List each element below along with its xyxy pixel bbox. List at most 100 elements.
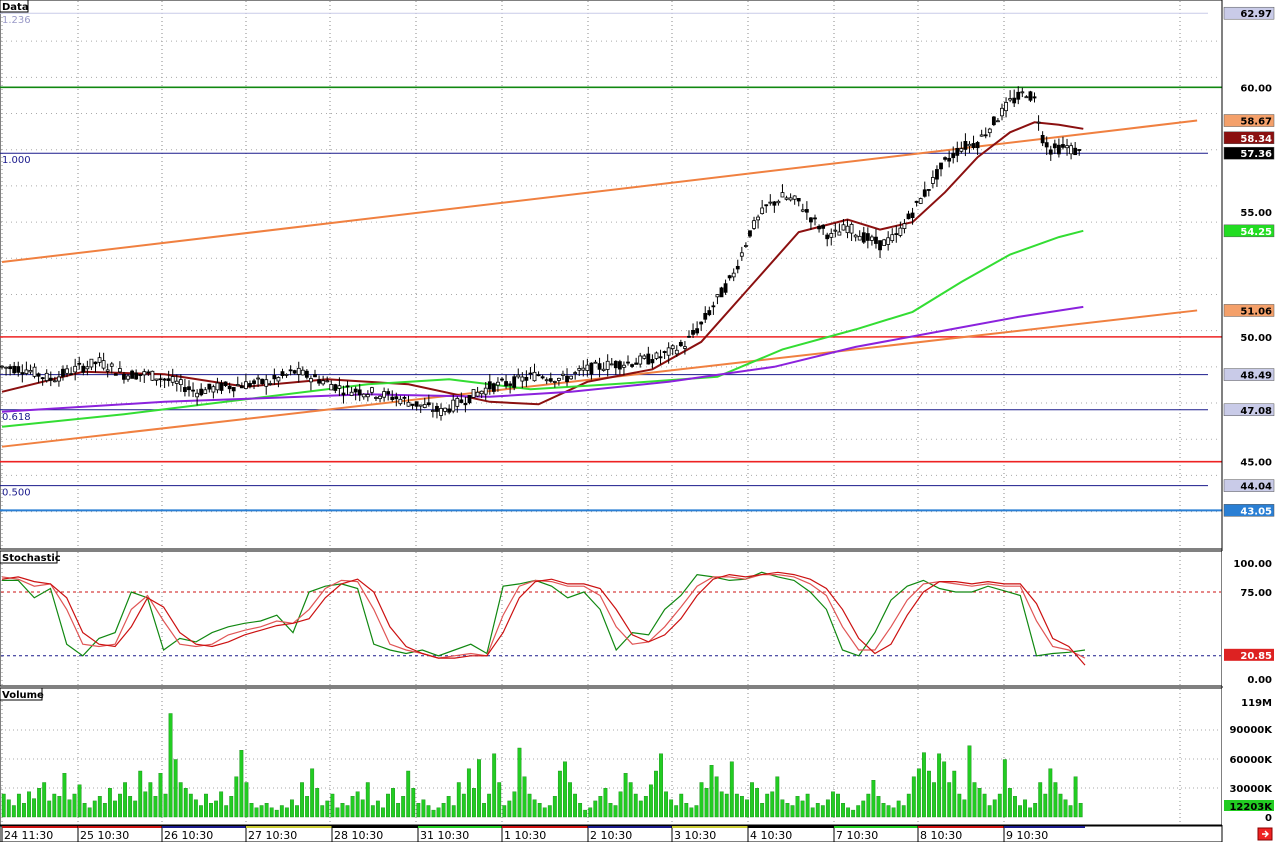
candle [565,368,569,387]
candle [260,378,265,386]
volume-bar [350,796,355,818]
candle [138,374,143,382]
date-axis[interactable]: 24 11:30 25 10:30 26 10:30 27 10:30 28 10:30… [0,825,1223,842]
volume-bar [123,782,128,818]
candle [235,376,240,387]
candle [390,390,395,402]
volume-bar [800,800,805,818]
candle [882,238,887,246]
candle [142,368,147,383]
candle [658,349,663,365]
volume-bar [188,793,193,818]
candle [36,372,41,383]
stochastic-pane-title-text: Stochastic [2,553,61,564]
candle [44,369,49,383]
candle [12,361,17,375]
volume-bar [937,753,942,818]
volume-bar [699,782,704,818]
volume-bar [982,793,987,818]
candle [691,323,695,338]
volume-bar [952,770,957,818]
candle [975,140,980,155]
volume-bar [568,782,572,818]
volume-bar [487,793,492,818]
volume-bar [765,793,770,818]
volume-bar [461,793,466,818]
volume-bar [563,761,567,818]
volume-bar [962,799,967,818]
candle [272,368,277,385]
candle [601,362,606,372]
volume-bar [825,799,830,818]
candle [638,352,643,368]
candle [85,360,90,376]
candle [309,375,313,391]
candle [870,234,874,246]
candle [626,355,630,366]
volume-bar [547,805,552,818]
stochastic-pane[interactable]: Stochastic [0,550,1223,687]
scroll-corner-icon[interactable] [1257,827,1273,841]
candle [739,246,744,261]
stochastic-series-0 [2,571,1086,657]
volume-bar [143,791,148,818]
candle [971,135,976,150]
volume-bar [906,793,911,818]
stochastic-axis[interactable]: 100.00 75.00 20.85 0.00 [1222,551,1276,686]
candle [195,389,200,406]
volume-pane-frame [0,687,1223,826]
candle [463,396,468,413]
candle [418,404,423,414]
candle [382,387,387,402]
candle [678,339,683,348]
volume-bar [704,788,709,818]
candle [231,386,236,398]
trendline-0 [1,119,1198,264]
candle [191,382,195,398]
volume-bar [325,800,330,818]
volume-bar [431,809,436,818]
svg-text:0.00: 0.00 [1247,675,1272,686]
candle [459,392,464,404]
candle [557,377,561,386]
candle [666,342,671,364]
candle [93,361,98,373]
volume-bar [57,796,62,818]
volume-bar [841,803,845,818]
candle [370,386,374,396]
svg-text:51.06: 51.06 [1240,306,1272,317]
volume-bar [810,807,815,818]
candle [849,222,854,242]
volume-bar [876,796,881,818]
candle [357,383,362,402]
volume-bar [32,798,36,818]
candle [723,279,728,295]
candle [284,373,289,378]
candle [187,380,191,397]
candle [996,118,1000,123]
volume-bar [279,805,284,818]
volume-pane[interactable]: Volume [0,687,1223,826]
volume-axis-label-90000K: 90000K [1224,723,1274,736]
volume-pane-title: Volume [0,687,44,701]
volume-bar [643,796,648,818]
volume-bar [1013,796,1017,818]
volume-axis-label-0: 0 [1224,811,1274,824]
volume-bar [365,782,370,818]
candle [622,361,626,376]
volume-bar [618,791,623,818]
volume-bar [987,805,992,818]
volume-bar [623,773,628,818]
price-axis[interactable]: 62.97 60.00 58.67 58.34 57.36 55.00 54.25 51.06… [1221,0,1276,826]
candle [126,373,130,382]
moving-average-0 [1,121,1084,406]
candle [1077,149,1082,156]
candle [930,170,935,189]
date-label: 4 10:30 [750,829,792,842]
volume-bar [406,770,411,818]
candle [1044,136,1049,156]
candle [154,378,159,386]
price-pane[interactable]: 1.236 1.000 0.618 0.500 Data [0,0,1223,550]
